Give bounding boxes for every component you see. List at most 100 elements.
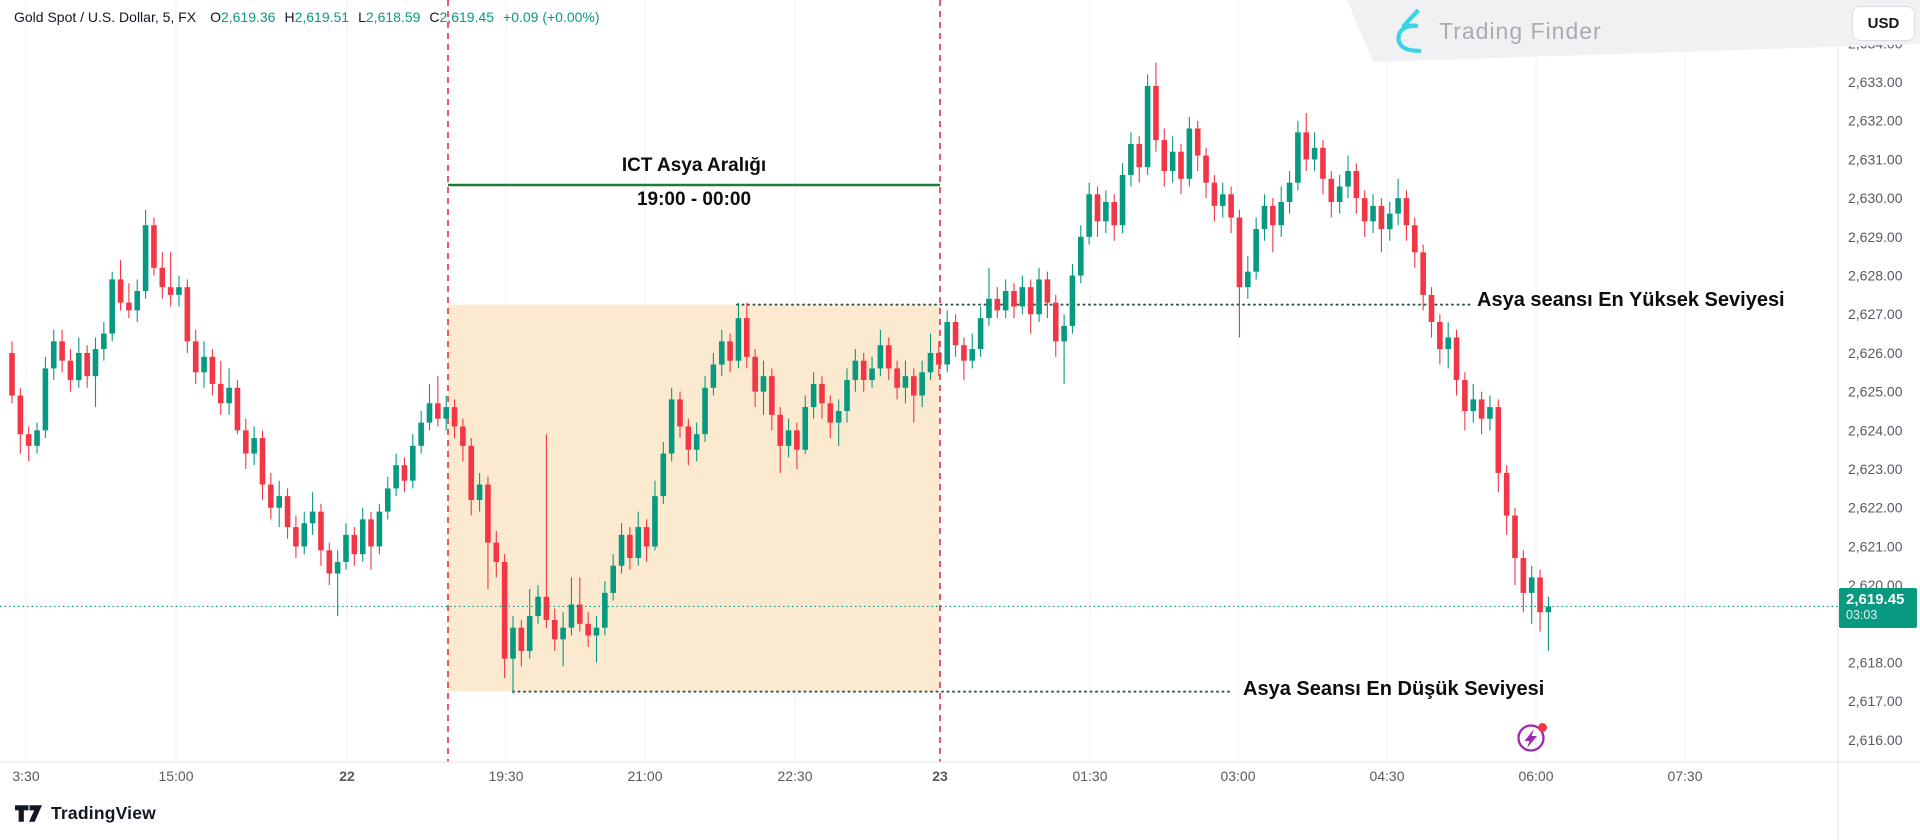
price-tick-label[interactable]: 2,623.00 <box>1848 461 1903 477</box>
asia-range-title[interactable]: ICT Asya Aralığı <box>621 155 767 176</box>
candle-body <box>693 434 700 450</box>
candle-body <box>819 383 825 404</box>
candle-body <box>460 426 466 446</box>
time-tick-label[interactable]: 21:00 <box>627 768 662 784</box>
candle-body <box>326 550 333 574</box>
time-tick-label[interactable]: 07:30 <box>1667 768 1702 784</box>
symbol-title[interactable]: Gold Spot / U.S. Dollar, 5, FX <box>14 9 197 25</box>
candle-body <box>476 484 483 501</box>
candle-body <box>1320 147 1326 179</box>
time-tick-label[interactable]: 01:30 <box>1072 768 1107 784</box>
time-tick-label[interactable]: 19:30 <box>488 768 523 784</box>
candle-body <box>1462 380 1468 411</box>
price-tick-label[interactable]: 2,624.00 <box>1848 422 1903 438</box>
time-tick-label[interactable]: 04:30 <box>1369 768 1404 784</box>
ohlc-key: H <box>284 9 295 25</box>
candle-body <box>526 616 533 651</box>
candle-body <box>618 534 625 566</box>
currency-button[interactable]: USD <box>1852 6 1915 41</box>
candle-body <box>677 399 683 427</box>
price-tick-label[interactable]: 2,632.00 <box>1848 113 1903 129</box>
candle-body <box>986 298 992 319</box>
price-tick-label[interactable]: 2,631.00 <box>1848 151 1903 167</box>
candle-body <box>401 465 408 481</box>
candle-body <box>217 383 224 404</box>
candle-body <box>1445 337 1451 350</box>
candle-body <box>1545 606 1552 613</box>
time-tick-label[interactable]: 23 <box>932 768 948 784</box>
candle-body <box>1219 194 1226 206</box>
candle-body <box>343 534 349 562</box>
time-tick-label[interactable]: 15:00 <box>158 768 193 784</box>
candle-body <box>1370 205 1376 222</box>
candle-body <box>234 387 241 431</box>
price-tick-label[interactable]: 2,625.00 <box>1848 384 1903 400</box>
candle-body <box>852 360 859 381</box>
candle-body <box>1027 287 1034 315</box>
candle-body <box>1203 155 1209 183</box>
price-tick-label[interactable]: 2,621.00 <box>1848 538 1903 554</box>
price-tick-label[interactable]: 2,617.00 <box>1848 693 1903 709</box>
candle-body <box>151 225 157 268</box>
price-tick-label[interactable]: 2,622.00 <box>1848 500 1903 516</box>
candle-body <box>1019 287 1026 307</box>
candle-body <box>535 596 541 617</box>
tradingview-logo[interactable]: TradingView <box>14 803 156 824</box>
candle-body <box>142 225 149 292</box>
asia-session-high-label[interactable]: Asya seansı En Yüksek Seviyesi <box>1477 289 1785 311</box>
candle-body <box>1253 229 1259 272</box>
price-tick-label[interactable]: 2,633.00 <box>1848 74 1903 90</box>
candle-body <box>159 267 166 288</box>
event-lightning-icon[interactable] <box>1514 719 1550 757</box>
candle-body <box>301 523 308 547</box>
candle-body <box>176 287 182 295</box>
candle-body <box>1011 291 1017 307</box>
price-tick-label[interactable]: 2,627.00 <box>1848 306 1903 322</box>
candle-body <box>451 407 458 427</box>
candle-body <box>1245 271 1251 288</box>
candle-body <box>1328 178 1335 203</box>
price-tick-label[interactable]: 2,616.00 <box>1848 732 1903 748</box>
candle-body <box>543 596 550 620</box>
candle-body <box>1052 302 1059 342</box>
candle-body <box>635 527 642 559</box>
trading-finder-logo-text: Trading Finder <box>1439 17 1602 44</box>
candle-body <box>760 376 767 392</box>
price-tick-label[interactable]: 2,630.00 <box>1848 190 1903 206</box>
candle-body <box>410 445 416 481</box>
candle-body <box>510 627 516 659</box>
candle-body <box>268 484 274 508</box>
candle-body <box>802 407 809 450</box>
candle-body <box>1286 182 1293 203</box>
candle-body <box>769 376 775 415</box>
price-change: +0.09 (+0.00%) <box>503 9 600 25</box>
candle-body <box>435 403 441 419</box>
candle-body <box>610 565 616 593</box>
candle-body <box>92 349 99 377</box>
candle-body <box>109 279 115 334</box>
candle-body <box>1270 205 1276 226</box>
price-tick-label[interactable]: 2,629.00 <box>1848 229 1903 245</box>
time-tick-label[interactable]: 22:30 <box>777 768 812 784</box>
candle-body <box>1161 140 1168 172</box>
candle-body <box>1169 151 1176 172</box>
time-tick-label[interactable]: 3:30 <box>12 768 39 784</box>
candle-body <box>76 352 82 381</box>
candle-body <box>735 318 742 361</box>
price-tick-label[interactable]: 2,626.00 <box>1848 345 1903 361</box>
asia-session-low-label[interactable]: Asya Seansı En Düşük Seviyesi <box>1243 678 1545 700</box>
time-tick-label[interactable]: 03:00 <box>1220 768 1255 784</box>
candle-body <box>59 341 65 361</box>
asia-range-hours[interactable]: 19:00 - 00:00 <box>636 189 752 210</box>
candle-body <box>568 604 575 628</box>
price-tick-label[interactable]: 2,628.00 <box>1848 268 1903 284</box>
candle-body <box>318 511 324 551</box>
time-tick-label[interactable]: 06:00 <box>1518 768 1553 784</box>
candle-body <box>1311 147 1318 160</box>
time-tick-label[interactable]: 22 <box>339 768 355 784</box>
candle-body <box>1487 407 1493 419</box>
price-tick-label[interactable]: 2,618.00 <box>1848 655 1903 671</box>
candle-body <box>652 496 658 547</box>
